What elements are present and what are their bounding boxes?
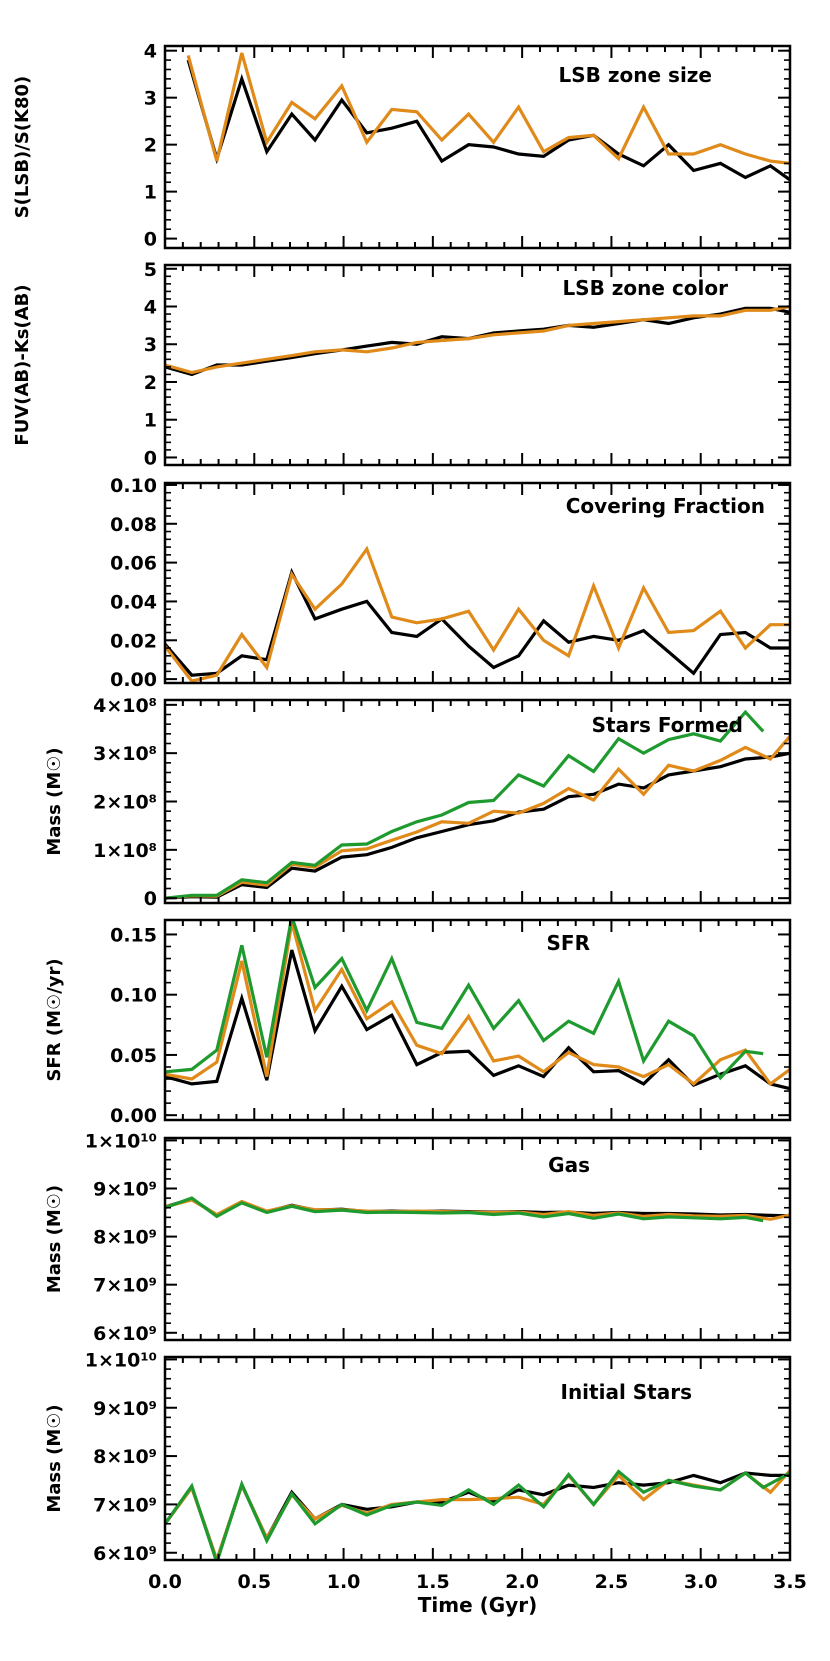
y-tick-label: 2×10⁸ — [93, 792, 157, 814]
y-tick-label: 2 — [144, 135, 157, 157]
series-green-line — [165, 1469, 790, 1560]
x-tick-label: 2.5 — [595, 1571, 629, 1593]
panel-title: SFR — [547, 931, 590, 955]
x-tick-label: 3.0 — [684, 1571, 718, 1593]
series-black-line — [165, 306, 790, 377]
panel-5: 0.00 0.05 0.10 0.15 SFR SFR (M☉/yr) — [44, 918, 792, 1127]
y-tick-label: 3×10⁸ — [93, 743, 157, 765]
plot-frame — [163, 44, 792, 250]
plot-frame — [163, 263, 792, 467]
y-tick-label: 2 — [144, 372, 157, 394]
series-black-line — [186, 59, 790, 182]
y-axis-label: FUV(AB)-Ks(AB) — [12, 284, 33, 445]
x-tick-label: 2.0 — [505, 1571, 539, 1593]
series-orange-line — [165, 735, 790, 900]
y-tick-label: 0.10 — [110, 475, 157, 497]
plot-frame — [163, 1355, 792, 1562]
x-tick-label: 1.0 — [327, 1571, 361, 1593]
plot-frame — [163, 481, 792, 685]
panel-6: 6×10⁹ 7×10⁹ 8×10⁹ 9×10⁹ 1×10¹⁰ Gas Mass (M☉) — [44, 1130, 792, 1345]
y-axis-label: S(LSB)/S(K80) — [12, 76, 33, 219]
y-tick-label: 0.02 — [110, 630, 157, 652]
panel-title: Covering Fraction — [566, 494, 765, 518]
panel-title: Gas — [548, 1153, 590, 1177]
y-tick-label: 0.04 — [110, 591, 157, 613]
x-tick-label: 3.5 — [773, 1571, 807, 1593]
y-tick-label: 6×10⁹ — [93, 1543, 157, 1565]
y-tick-label: 0.08 — [110, 514, 157, 536]
y-tick-label: 4 — [144, 41, 157, 63]
panel-4: 0 1×10⁸ 2×10⁸ 3×10⁸ 4×10⁸ Stars Formed Mass (M… — [44, 695, 792, 910]
y-tick-label: 3 — [144, 88, 157, 110]
x-tick-label: 1.5 — [416, 1571, 450, 1593]
y-tick-label: 6×10⁹ — [93, 1323, 157, 1345]
y-tick-label: 4×10⁸ — [93, 695, 157, 717]
y-tick-label: 0.05 — [110, 1045, 157, 1067]
y-tick-label: 0.15 — [110, 924, 157, 946]
panel-2: 0 1 2 3 4 5 LSB zone color FUV(AB)-Ks(AB) — [12, 259, 792, 469]
y-tick-label: 7×10⁹ — [93, 1275, 157, 1297]
y-tick-label: 9×10⁹ — [93, 1179, 157, 1201]
series-black-line — [165, 751, 790, 900]
y-axis-label: SFR (M☉/yr) — [44, 958, 65, 1081]
y-tick-label: 1×10¹⁰ — [85, 1349, 157, 1371]
series-orange-line — [165, 304, 790, 375]
panel-title: Initial Stars — [561, 1380, 693, 1404]
series-orange-line — [186, 52, 790, 165]
y-tick-label: 3 — [144, 334, 157, 356]
x-tick-label: 0.0 — [148, 1571, 182, 1593]
panel-3: 0.00 0.02 0.04 0.06 0.08 0.10 Covering Fractio… — [110, 475, 792, 691]
y-tick-label: 5 — [144, 259, 157, 281]
plot-frame — [163, 918, 792, 1122]
panel-title: Stars Formed — [592, 713, 743, 737]
panel-1: 0 1 2 3 4 LSB zone size S(LSB)/S(K80) — [12, 41, 792, 251]
y-tick-label: 0 — [144, 447, 157, 469]
y-tick-label: 1×10⁸ — [93, 840, 157, 862]
y-tick-label: 0.00 — [110, 669, 157, 691]
y-tick-label: 0.00 — [110, 1105, 157, 1127]
y-tick-label: 0.06 — [110, 553, 157, 575]
y-axis-label: Mass (M☉) — [44, 1404, 65, 1512]
panel-title: LSB zone size — [559, 63, 712, 87]
plot-frame — [163, 1136, 792, 1342]
series-orange-line — [165, 1469, 790, 1560]
y-tick-label: 8×10⁹ — [93, 1446, 157, 1468]
y-tick-label: 8×10⁹ — [93, 1227, 157, 1249]
x-tick-label: 0.5 — [237, 1571, 271, 1593]
y-tick-label: 4 — [144, 297, 157, 319]
y-tick-label: 9×10⁹ — [93, 1398, 157, 1420]
y-tick-label: 1×10¹⁰ — [85, 1130, 157, 1152]
y-tick-label: 1 — [144, 410, 157, 432]
panel-title: LSB zone color — [562, 276, 728, 300]
y-tick-label: 0 — [144, 229, 157, 251]
series-green-line — [165, 709, 765, 900]
series-orange-line — [165, 545, 790, 683]
y-tick-label: 0.10 — [110, 985, 157, 1007]
panel-7: 6×10⁹ 7×10⁹ 8×10⁹ 9×10⁹ 1×10¹⁰ Initial Stars M… — [44, 1349, 807, 1617]
y-tick-label: 1 — [144, 182, 157, 204]
x-axis-label: Time (Gyr) — [418, 1593, 537, 1617]
series-green-line — [165, 920, 764, 1081]
y-axis-label: Mass (M☉) — [44, 1185, 65, 1293]
y-axis-label: Mass (M☉) — [44, 747, 65, 855]
y-tick-label: 7×10⁹ — [93, 1494, 157, 1516]
series-black-line — [165, 567, 790, 677]
series-green-line — [165, 1196, 764, 1223]
y-tick-label: 0 — [144, 888, 157, 910]
series-orange-line — [165, 921, 790, 1087]
